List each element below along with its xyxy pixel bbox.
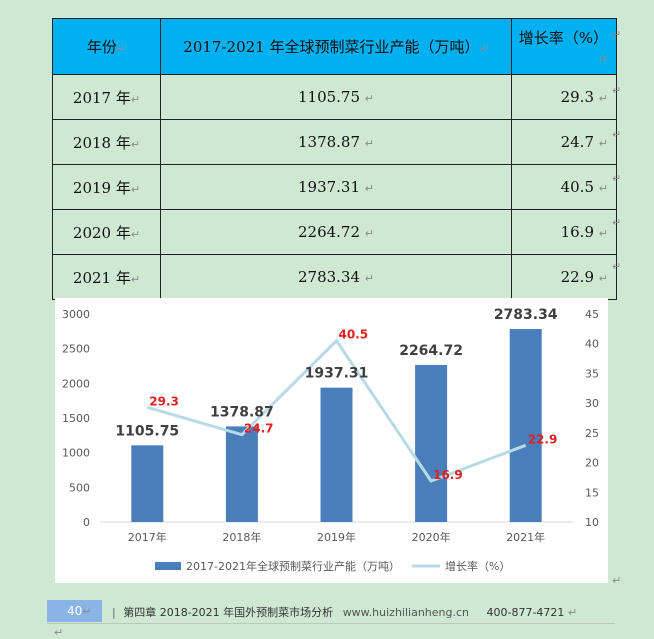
cell-growth: 29.3 ↵ xyxy=(511,74,617,120)
line-data-label: 40.5 xyxy=(339,328,369,342)
y-left-tick-label: 1500 xyxy=(62,412,90,425)
footer-text: | 第四章 2018-2021 年国外预制菜市场分析 www.huizhilia… xyxy=(112,606,578,619)
bar xyxy=(509,329,542,522)
line-data-label: 29.3 xyxy=(149,394,179,408)
bar-data-label: 2264.72 xyxy=(399,343,463,359)
cell-year: 2018 年↵ xyxy=(52,119,161,165)
page-number: 40↵ xyxy=(47,600,102,622)
table-row: 2021 年↵ 2783.34 ↵ 22.9 ↵ xyxy=(52,254,617,300)
bar xyxy=(225,426,258,522)
bar-data-label: 1937.31 xyxy=(305,366,369,382)
table-header-row: 年份↵ 2017-2021 年全球预制菜行业产能（万吨）↵ 增长率（%）↵ xyxy=(52,18,617,75)
bar xyxy=(415,364,448,522)
page-footer: 40↵ | 第四章 2018-2021 年国外预制菜市场分析 www.huizh… xyxy=(0,596,654,628)
combo-chart: 0 500 1000 1500 2000 2500 3000 10 15 20 25 30 35 40 45… xyxy=(55,298,608,583)
cell-growth: 22.9 ↵ xyxy=(511,254,617,300)
bar-data-label: 1105.75 xyxy=(115,423,179,439)
cell-capacity: 1105.75 ↵ xyxy=(160,74,512,120)
chart-end-mark: ↵ xyxy=(612,574,622,587)
cell-capacity: 2264.72 ↵ xyxy=(160,209,512,255)
header-year: 年份↵ xyxy=(52,18,161,75)
y-right-tick-label: 20 xyxy=(585,457,599,470)
row-end-mark: ↵ xyxy=(612,84,622,97)
y-right-tick-label: 15 xyxy=(585,486,599,499)
x-tick-label: 2018年 xyxy=(222,530,261,544)
y-right-tick-label: 30 xyxy=(585,397,599,410)
x-tick-label: 2021年 xyxy=(506,530,545,544)
x-tick-label: 2017年 xyxy=(128,530,167,544)
cell-year: 2021 年↵ xyxy=(52,254,161,300)
y-left-tick-label: 3000 xyxy=(62,308,90,321)
line-data-label: 16.9 xyxy=(433,468,463,482)
y-right-tick-label: 45 xyxy=(585,308,599,321)
y-left-tick-label: 1000 xyxy=(62,447,90,460)
y-right-tick-label: 25 xyxy=(585,427,599,440)
bar-data-label: 1378.87 xyxy=(210,404,274,420)
bar xyxy=(131,445,164,522)
table-row: 2019 年↵ 1937.31 ↵ 40.5 ↵ xyxy=(52,164,617,210)
legend-swatch-bar xyxy=(155,562,181,570)
footer-phone: 400-877-4721 xyxy=(486,606,565,619)
chart-svg: 0 500 1000 1500 2000 2500 3000 10 15 20 25 30 35 40 45… xyxy=(62,307,599,573)
footer-chapter: 第四章 xyxy=(123,606,157,619)
line-data-label: 22.9 xyxy=(528,432,558,446)
header-growth: 增长率（%）↵ xyxy=(511,18,617,75)
growth-line xyxy=(146,339,527,483)
line-data-label: 24.7 xyxy=(244,422,274,436)
bar-data-label: 2783.34 xyxy=(494,307,558,323)
y-left-tick-label: 0 xyxy=(83,516,90,529)
cell-capacity: 2783.34 ↵ xyxy=(160,254,512,300)
legend-label-bar: 2017-2021年全球预制菜行业产能（万吨） xyxy=(186,559,400,573)
footer-title: 2018-2021 年国外预制菜市场分析 xyxy=(159,606,334,619)
cell-growth: 40.5 ↵ xyxy=(511,164,617,210)
cell-capacity: 1378.87 ↵ xyxy=(160,119,512,165)
paragraph-mark: ↵ xyxy=(54,626,64,639)
cell-capacity: 1937.31 ↵ xyxy=(160,164,512,210)
footer-website: www.huizhilianheng.cn xyxy=(342,606,469,619)
footer-separator: | xyxy=(112,606,116,619)
x-tick-label: 2020年 xyxy=(412,530,451,544)
y-left-tick-label: 500 xyxy=(69,481,90,494)
cell-year: 2017 年↵ xyxy=(52,74,161,120)
row-end-mark: ↵ xyxy=(612,172,622,185)
legend-label-line: 增长率（%） xyxy=(445,559,510,573)
row-end-mark: ↵ xyxy=(612,28,622,41)
header-capacity: 2017-2021 年全球预制菜行业产能（万吨）↵ xyxy=(160,18,512,75)
y-left-tick-label: 2000 xyxy=(62,377,90,390)
cell-year: 2019 年↵ xyxy=(52,164,161,210)
data-table: 年份↵ 2017-2021 年全球预制菜行业产能（万吨）↵ 增长率（%）↵ 20… xyxy=(52,18,617,300)
x-tick-label: 2019年 xyxy=(317,530,356,544)
row-end-mark: ↵ xyxy=(612,216,622,229)
y-right-tick-label: 35 xyxy=(585,367,599,380)
cell-growth: 24.7 ↵ xyxy=(511,119,617,165)
table-row: 2020 年↵ 2264.72 ↵ 16.9 ↵ xyxy=(52,209,617,255)
row-end-mark: ↵ xyxy=(612,260,622,273)
y-left-tick-label: 2500 xyxy=(62,343,90,356)
y-right-tick-label: 10 xyxy=(585,516,599,529)
cell-year: 2020 年↵ xyxy=(52,209,161,255)
footer-divider xyxy=(47,623,615,624)
table-row: 2018 年↵ 1378.87 ↵ 24.7 ↵ xyxy=(52,119,617,165)
table-row: 2017 年↵ 1105.75 ↵ 29.3 ↵ xyxy=(52,74,617,120)
row-end-mark: ↵ xyxy=(612,128,622,141)
cell-growth: 16.9 ↵ xyxy=(511,209,617,255)
y-right-tick-label: 40 xyxy=(585,338,599,351)
bar xyxy=(320,387,353,522)
